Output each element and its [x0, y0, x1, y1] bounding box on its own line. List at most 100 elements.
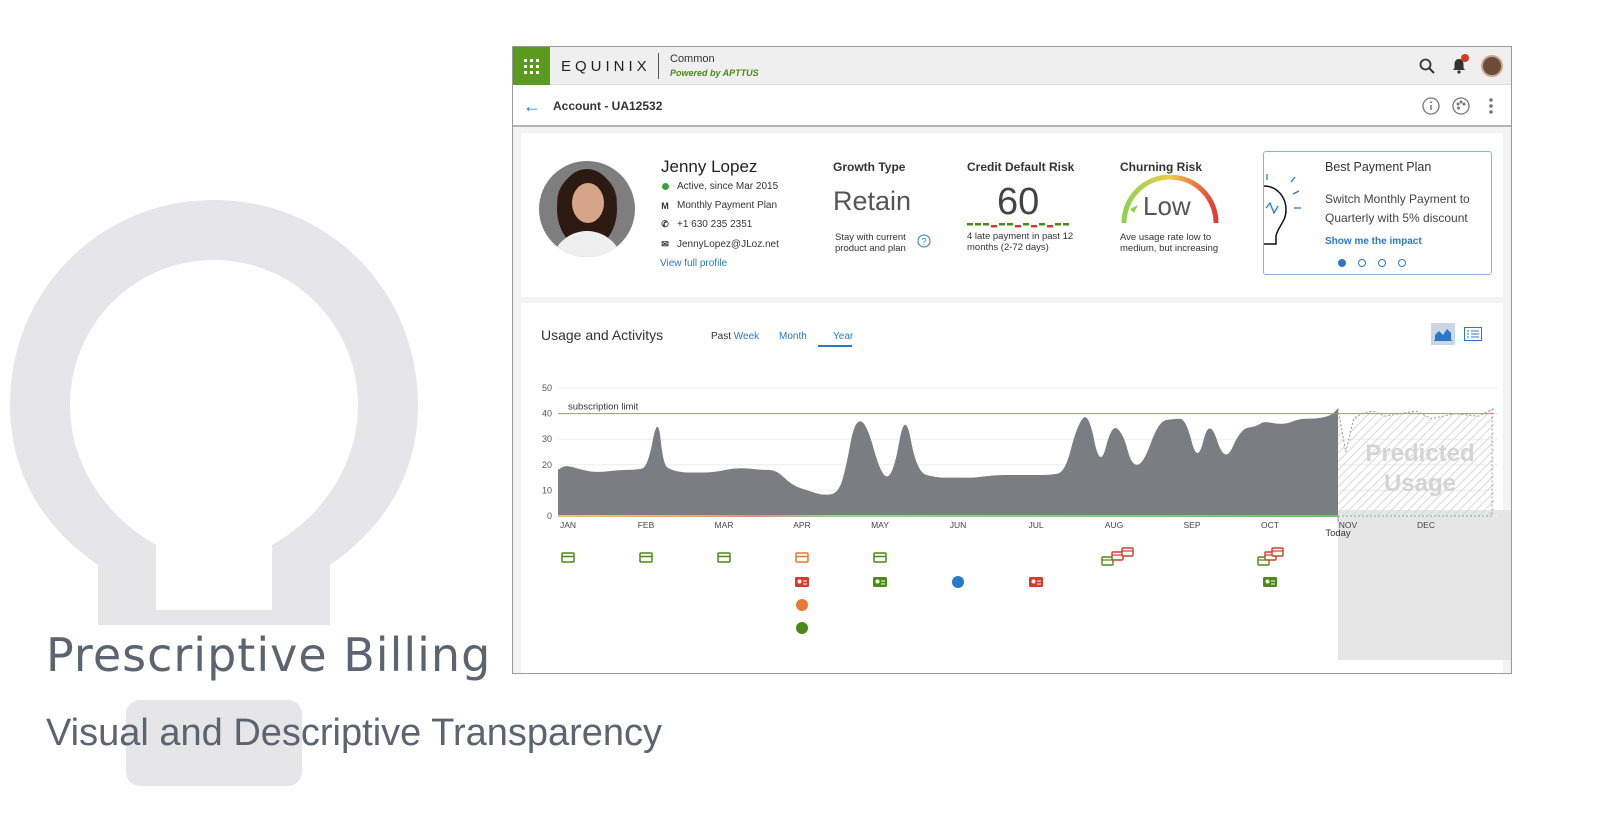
usage-chart: 0 10 20 30 40 50 subscription limit Today JAN FEB… [542, 383, 1511, 660]
hero-subtitle: Visual and Descriptive Transparency [46, 712, 663, 754]
credit-title: Credit Default Risk [967, 160, 1075, 174]
page-title: Account - UA12532 [553, 99, 663, 113]
carousel-dot[interactable] [1378, 259, 1386, 267]
brand-divider [658, 53, 659, 79]
powered-by: Powered by APTTUS [670, 68, 759, 78]
plan-row: M Monthly Payment Plan [661, 200, 777, 211]
area-chart-view-icon[interactable] [1431, 323, 1455, 345]
status-text: Active, since Mar 2015 [677, 181, 779, 192]
carousel-dot[interactable] [1398, 259, 1406, 267]
more-vert-icon[interactable] [1481, 96, 1501, 116]
status-row: Active, since Mar 2015 [661, 181, 778, 192]
late-payment-mark [999, 223, 1005, 226]
id-card-face [797, 579, 802, 584]
card-icon [717, 552, 731, 563]
churn-value: Low [1143, 191, 1191, 221]
palette-icon[interactable] [1451, 96, 1471, 116]
carousel-dot[interactable] [1338, 259, 1346, 267]
predicted-area [1338, 408, 1494, 516]
hero-title: Prescriptive Billing [46, 628, 492, 682]
year-tab[interactable]: Year [833, 331, 854, 342]
late-payment-mark [1023, 223, 1029, 226]
phone-row: ✆ +1 630 235 2351 [661, 219, 752, 230]
growth-title: Growth Type [833, 160, 906, 174]
event-dot [952, 576, 964, 588]
id-card-icon [1263, 577, 1277, 587]
brand-logo: EQUINIX [561, 58, 651, 75]
avatar[interactable] [1481, 55, 1503, 77]
plan-icon: M [661, 200, 669, 211]
churn-note: Ave usage rate low to medium, but increa… [1120, 232, 1219, 254]
best-plan-text: Switch Monthly Payment to Quarterly with… [1325, 192, 1470, 225]
card-icon [795, 552, 809, 563]
card-icon [873, 552, 887, 563]
id-card-icon [1029, 577, 1043, 587]
x-tick-label: JAN [560, 520, 576, 530]
id-card-icon [795, 577, 809, 587]
carousel-dots[interactable] [1338, 259, 1406, 267]
period-month[interactable]: Month [779, 331, 807, 342]
y-tick-label: 30 [542, 434, 552, 444]
notification-badge [1461, 54, 1469, 62]
late-payment-mark [1055, 223, 1061, 226]
period-week[interactable]: Past Week [711, 331, 759, 342]
churn-gauge [1121, 175, 1219, 224]
app-window: EQUINIX Common Powered by APTTUS ← Accou… [512, 46, 1512, 674]
lightbulb-idea-icon [1264, 174, 1301, 245]
limit-label: subscription limit [568, 402, 639, 413]
phone-icon: ✆ [661, 219, 669, 229]
search-icon[interactable] [1417, 56, 1437, 76]
mail-icon: ✉ [661, 239, 669, 249]
growth-note: Stay with current product and plan [835, 232, 906, 254]
card-icon [1101, 556, 1114, 566]
month-tab[interactable]: Month [779, 331, 807, 342]
bell-icon[interactable] [1449, 54, 1469, 76]
x-tick-label: APR [793, 520, 810, 530]
apps-grid-icon[interactable] [513, 47, 550, 85]
help-icon[interactable]: ? [917, 234, 931, 248]
y-tick-label: 20 [542, 460, 552, 470]
x-tick-label: NOV [1339, 520, 1358, 530]
late-payment-mark [991, 225, 997, 228]
back-arrow-icon[interactable]: ← [523, 96, 541, 116]
event-dot [796, 599, 808, 611]
show-impact-link[interactable]: Show me the impact [1325, 236, 1422, 247]
usage-area [558, 408, 1338, 516]
id-card-face [1031, 579, 1036, 584]
y-tick-label: 0 [547, 511, 552, 521]
year-tab-underline [818, 345, 852, 347]
late-payment-bar [967, 223, 1069, 228]
credit-value: 60 [997, 181, 1040, 223]
late-payment-mark [967, 223, 973, 226]
late-payment-mark [1039, 223, 1045, 226]
x-tick-label: JUL [1028, 520, 1043, 530]
y-tick-label: 40 [542, 409, 552, 419]
x-tick-label: OCT [1261, 520, 1279, 530]
x-tick-label: AUG [1105, 520, 1123, 530]
phone-text: +1 630 235 2351 [677, 219, 753, 230]
late-payment-mark [1063, 223, 1069, 226]
event-dot [796, 622, 808, 634]
list-view-icon[interactable] [1461, 323, 1485, 345]
profile-photo [539, 161, 635, 257]
profile-card: Jenny Lopez Active, since Mar 2015 M Mon… [521, 133, 1503, 297]
carousel-dot[interactable] [1358, 259, 1366, 267]
late-payment-mark [983, 223, 989, 226]
info-icon[interactable] [1421, 96, 1441, 116]
email-row: ✉ JennyLopez@JLoz.net [661, 239, 779, 250]
x-tick-label: SEP [1183, 520, 1200, 530]
best-plan-title: Best Payment Plan [1325, 160, 1432, 174]
period-year[interactable]: Year [833, 331, 853, 342]
card-icon [561, 552, 575, 563]
view-profile-link[interactable]: View full profile [660, 258, 728, 269]
card-icon [639, 552, 653, 563]
week-tab[interactable]: Week [733, 331, 760, 342]
late-payment-mark [1031, 225, 1037, 228]
growth-value: Retain [833, 186, 912, 216]
customer-name: Jenny Lopez [661, 157, 758, 176]
today-label: Today [1325, 528, 1351, 539]
top-bar: EQUINIX Common Powered by APTTUS [513, 47, 1511, 85]
id-card-face [1265, 579, 1270, 584]
churn-title: Churning Risk [1120, 160, 1203, 174]
